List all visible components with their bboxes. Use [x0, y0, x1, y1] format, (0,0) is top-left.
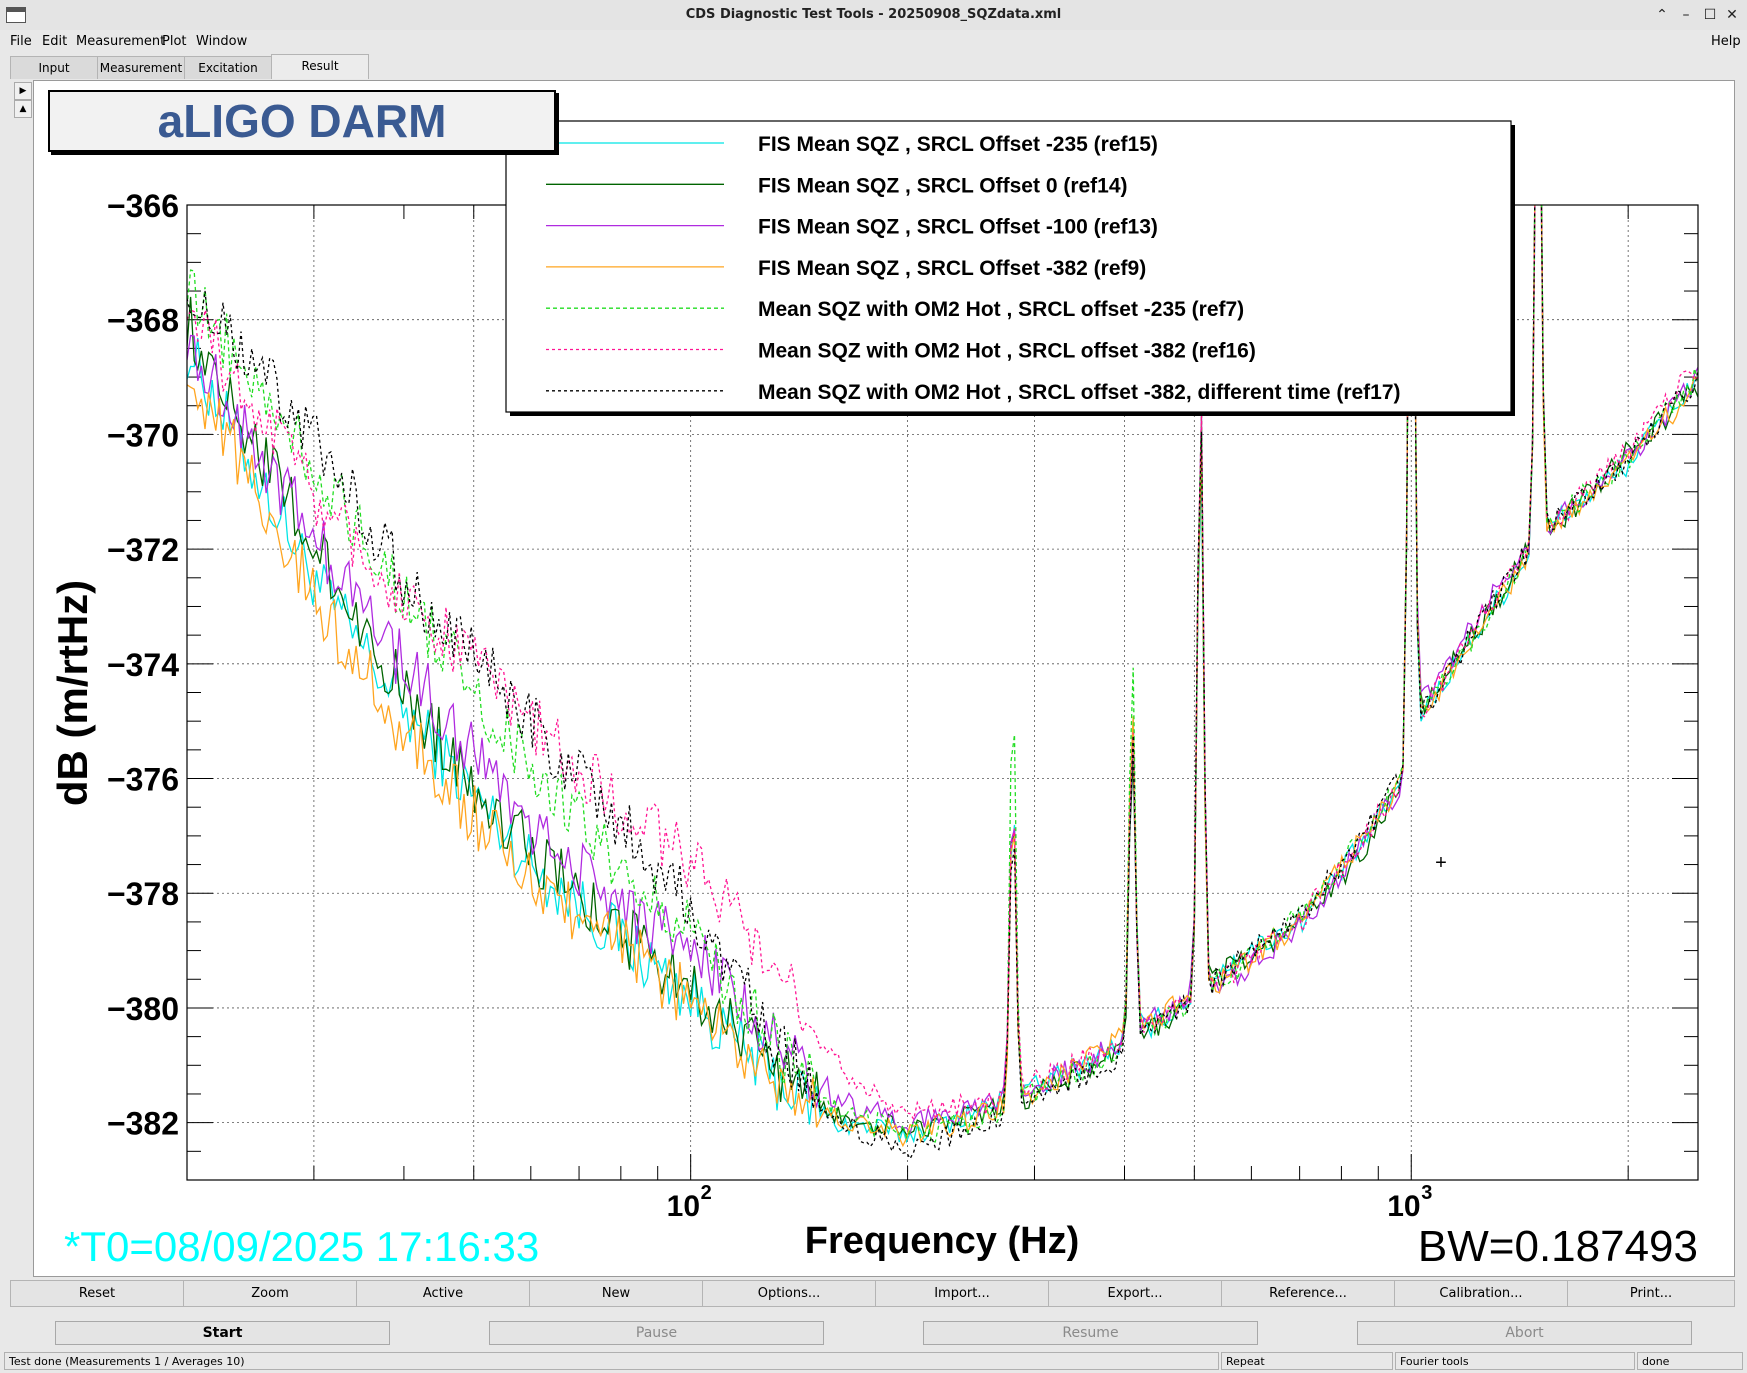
legend-label: FIS Mean SQZ , SRCL Offset 0 (ref14)	[758, 174, 1128, 197]
legend-label: FIS Mean SQZ , SRCL Offset -382 (ref9)	[758, 257, 1146, 280]
series-line	[187, 205, 1698, 1121]
x-axis-label: Frequency (Hz)	[805, 1220, 1079, 1262]
menu-measurement[interactable]: Measurement	[76, 34, 166, 49]
status-tool: Fourier tools	[1395, 1352, 1635, 1370]
tab-bar: Input Measurement Excitation Result	[0, 54, 1747, 80]
menu-help[interactable]: Help	[1711, 34, 1741, 49]
y-tick-label: −382	[107, 1106, 179, 1142]
window-minimize-icon[interactable]: –	[1682, 7, 1690, 23]
x-tick-labels: 10 2 10 3	[667, 1182, 1433, 1223]
calibration-button[interactable]: Calibration...	[1394, 1280, 1568, 1307]
plot-button-row: Reset Zoom Active New Options... Import.…	[10, 1280, 1735, 1307]
status-mode: Repeat	[1221, 1352, 1393, 1370]
plot-canvas[interactable]: −366 −368 −370 −372 −374 −376 −378 −380 −382 10 2…	[33, 80, 1735, 1277]
series-group	[187, 205, 1698, 1160]
y-tick-label: −374	[107, 647, 179, 683]
active-button[interactable]: Active	[356, 1280, 530, 1307]
menu-edit[interactable]: Edit	[42, 34, 68, 49]
y-tick-label: −376	[107, 762, 179, 798]
resume-button[interactable]: Resume	[923, 1321, 1258, 1345]
series-line	[187, 205, 1698, 1135]
y-tick-labels: −366 −368 −370 −372 −374 −376 −378 −380 −382	[107, 188, 179, 1142]
pad-next-arrow-icon[interactable]: ▶	[14, 82, 32, 100]
x-tick-label-exponent: 3	[1421, 1182, 1432, 1204]
export-button[interactable]: Export...	[1048, 1280, 1222, 1307]
y-tick-label: −372	[107, 532, 179, 568]
plot-title-label: aLIGO DARM	[48, 90, 556, 152]
legend-label: FIS Mean SQZ , SRCL Offset -235 (ref15)	[758, 133, 1158, 156]
tab-excitation[interactable]: Excitation	[184, 56, 272, 79]
y-axis-label: dB (m/rtHz)	[49, 580, 96, 806]
t0-timestamp: *T0=08/09/2025 17:16:33	[64, 1223, 539, 1270]
y-tick-label: −370	[107, 417, 179, 453]
x-tick-label: 10	[1387, 1190, 1420, 1223]
status-message: Test done (Measurements 1 / Averages 10)	[4, 1352, 1219, 1370]
tab-measurement[interactable]: Measurement	[97, 56, 185, 79]
window-maximize-icon[interactable]: ☐	[1703, 7, 1717, 23]
window-close-icon[interactable]: ✕	[1726, 7, 1738, 23]
control-button-row: Start Pause Resume Abort	[0, 1318, 1747, 1346]
x-tick-label-exponent: 2	[701, 1182, 712, 1204]
zoom-button[interactable]: Zoom	[183, 1280, 357, 1307]
tab-input[interactable]: Input	[10, 56, 98, 79]
window-titlebar: CDS Diagnostic Test Tools - 20250908_SQZ…	[0, 0, 1747, 31]
import-button[interactable]: Import...	[875, 1280, 1049, 1307]
pad-up-arrow-icon[interactable]: ▲	[14, 100, 32, 118]
window-app-icon	[6, 7, 26, 23]
crosshair-cursor-icon: +	[1435, 852, 1447, 874]
legend-label: Mean SQZ with OM2 Hot , SRCL offset -382…	[758, 381, 1401, 404]
tab-result[interactable]: Result	[271, 54, 369, 79]
legend-label: Mean SQZ with OM2 Hot , SRCL offset -382…	[758, 340, 1256, 363]
window-title: CDS Diagnostic Test Tools - 20250908_SQZ…	[685, 7, 1062, 22]
reset-button[interactable]: Reset	[10, 1280, 184, 1307]
legend-items: FIS Mean SQZ , SRCL Offset -235 (ref15) F…	[546, 133, 1401, 404]
print-button[interactable]: Print...	[1567, 1280, 1735, 1307]
legend[interactable]: FIS Mean SQZ , SRCL Offset -235 (ref15) F…	[505, 120, 1515, 416]
y-tick-label: −380	[107, 991, 179, 1027]
menu-bar: File Edit Measurement Plot Window Help	[0, 30, 1747, 54]
series-line	[187, 205, 1698, 1160]
series-line	[187, 205, 1698, 1138]
menu-file[interactable]: File	[10, 34, 32, 49]
status-state: done	[1637, 1352, 1743, 1370]
x-tick-label: 10	[667, 1190, 700, 1223]
y-tick-label: −368	[107, 303, 179, 339]
y-tick-label: −366	[107, 188, 179, 224]
abort-button[interactable]: Abort	[1357, 1321, 1692, 1345]
status-bar: Test done (Measurements 1 / Averages 10)…	[0, 1350, 1747, 1373]
menu-plot[interactable]: Plot	[162, 34, 187, 49]
bandwidth-readout: BW=0.187493	[1418, 1222, 1698, 1271]
chart-svg[interactable]: −366−368−370−372−374−376−378−380−382 10 2…	[34, 81, 1734, 1276]
new-button[interactable]: New	[529, 1280, 703, 1307]
legend-label: FIS Mean SQZ , SRCL Offset -100 (ref13)	[758, 216, 1158, 239]
options-button[interactable]: Options...	[702, 1280, 876, 1307]
series-line	[187, 205, 1698, 1143]
menu-window[interactable]: Window	[196, 34, 248, 49]
pause-button[interactable]: Pause	[489, 1321, 824, 1345]
window-shade-icon[interactable]: ⌃	[1656, 7, 1668, 23]
reference-button[interactable]: Reference...	[1221, 1280, 1395, 1307]
legend-label: Mean SQZ with OM2 Hot , SRCL offset -235…	[758, 298, 1244, 321]
start-button[interactable]: Start	[55, 1321, 390, 1345]
y-tick-label: −378	[107, 876, 179, 912]
